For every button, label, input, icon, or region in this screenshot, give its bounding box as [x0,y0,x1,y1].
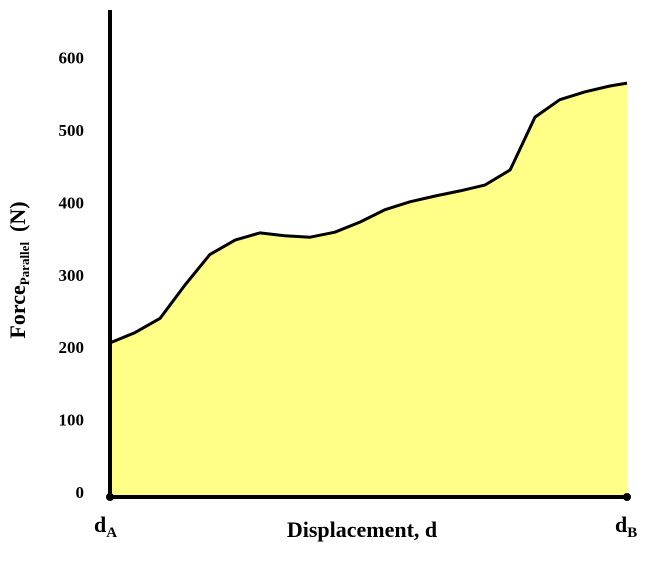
x-end-label-main: d [615,512,627,537]
y-tick-label: 200 [59,338,85,357]
x-end-label-sub: B [627,525,637,541]
y-tick-label: 100 [59,411,85,430]
x-axis-label: Displacement, d [287,517,437,542]
y-tick-label: 500 [59,121,85,140]
x-end-marker [623,493,631,501]
x-end-label: dB [615,512,637,541]
y-tick-label: 600 [59,49,85,68]
area [110,83,627,497]
y-label-unit: (N) [5,201,30,232]
y-tick-label: 0 [76,483,85,502]
y-tick-label: 400 [59,193,85,212]
y-axis-label: ForceParallel (N) [5,201,32,338]
y-label-main: Force [5,285,30,339]
x-end-label-sub: A [106,525,117,541]
plot-area [109,81,628,497]
y-tick-label: 300 [59,266,85,285]
x-end-label-main: d [94,512,106,537]
line [109,81,628,345]
y-label-sub: Parallel [17,242,32,286]
x-end-label: dA [94,512,117,541]
